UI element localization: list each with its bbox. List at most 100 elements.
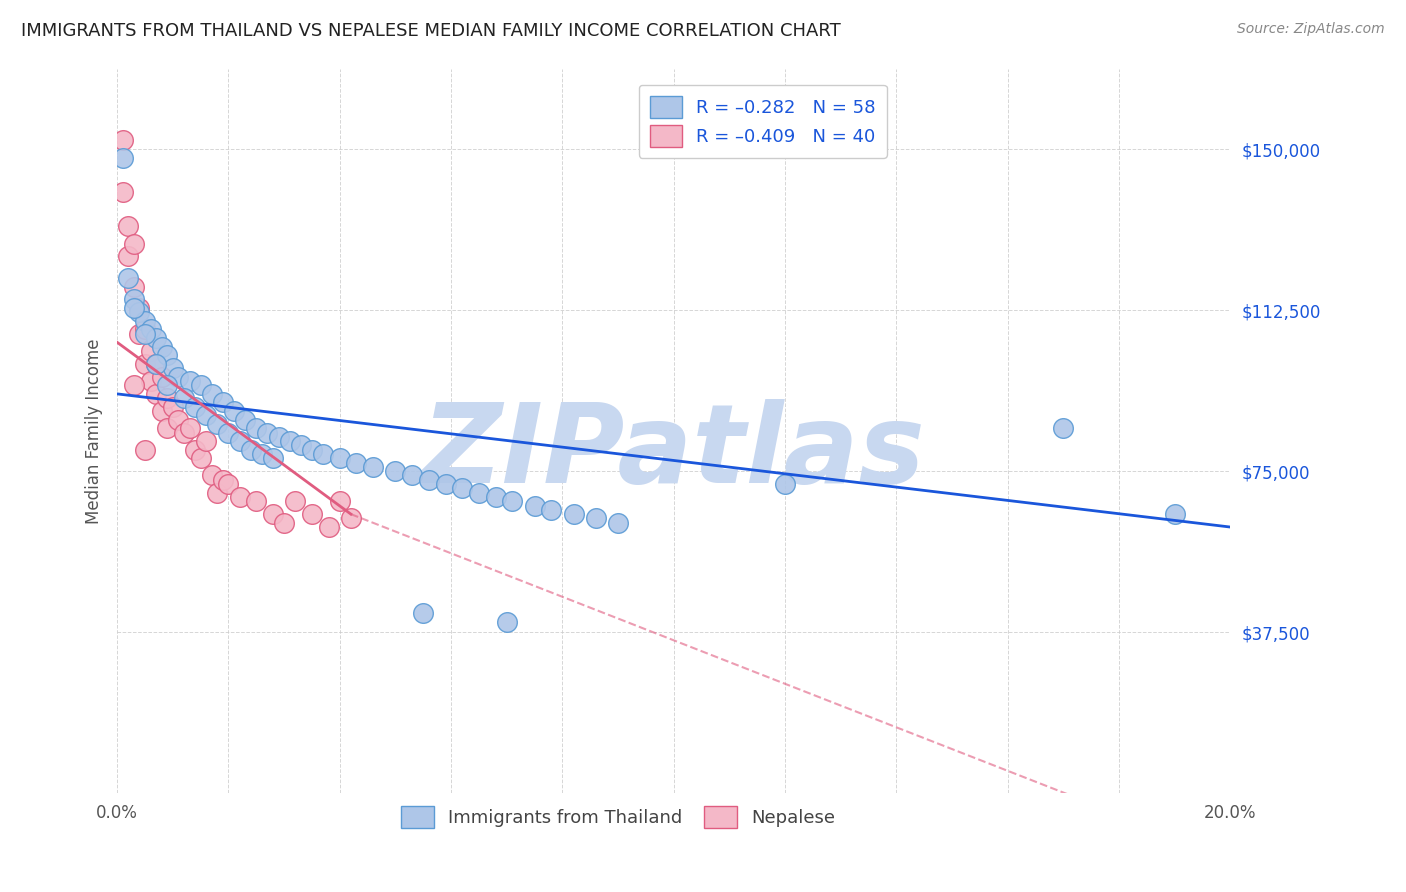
Point [233, 412, 256, 426]
Text: IMMIGRANTS FROM THAILAND VS NEPALESE MEDIAN FAMILY INCOME CORRELATION CHART: IMMIGRANTS FROM THAILAND VS NEPALESE MED… [21, 22, 841, 40]
Point [201, 468, 224, 483]
Point [212, 473, 235, 487]
Point [162, 400, 184, 414]
Point [318, 520, 340, 534]
Point [190, 451, 212, 466]
Point [239, 442, 262, 457]
Point [156, 391, 179, 405]
Point [218, 477, 240, 491]
Point [222, 404, 245, 418]
Point [128, 301, 150, 315]
Point [145, 357, 167, 371]
Point [117, 219, 139, 234]
Point [167, 369, 190, 384]
Point [501, 494, 523, 508]
Point [562, 507, 585, 521]
Point [184, 442, 207, 457]
Y-axis label: Median Family Income: Median Family Income [86, 338, 103, 524]
Point [273, 516, 295, 530]
Point [418, 473, 440, 487]
Point [201, 387, 224, 401]
Point [301, 442, 323, 457]
Point [139, 322, 162, 336]
Point [278, 434, 301, 449]
Text: Source: ZipAtlas.com: Source: ZipAtlas.com [1237, 22, 1385, 37]
Point [122, 301, 145, 315]
Point [162, 361, 184, 376]
Point [607, 516, 630, 530]
Point [346, 456, 368, 470]
Point [128, 326, 150, 341]
Point [250, 447, 273, 461]
Point [384, 464, 406, 478]
Point [134, 357, 156, 371]
Point [329, 494, 352, 508]
Point [262, 507, 284, 521]
Point [145, 357, 167, 371]
Point [195, 409, 218, 423]
Point [122, 279, 145, 293]
Point [134, 314, 156, 328]
Point [207, 417, 229, 431]
Point [111, 151, 134, 165]
Point [1052, 421, 1074, 435]
Point [256, 425, 278, 440]
Point [228, 434, 250, 449]
Point [262, 451, 284, 466]
Point [139, 374, 162, 388]
Point [773, 477, 796, 491]
Point [451, 482, 474, 496]
Point [173, 425, 195, 440]
Point [150, 369, 173, 384]
Point [228, 490, 250, 504]
Point [290, 438, 312, 452]
Point [139, 343, 162, 358]
Point [134, 322, 156, 336]
Point [156, 348, 179, 362]
Point [434, 477, 457, 491]
Point [495, 615, 517, 629]
Point [361, 459, 384, 474]
Point [401, 468, 423, 483]
Point [167, 412, 190, 426]
Point [245, 421, 267, 435]
Legend: Immigrants from Thailand, Nepalese: Immigrants from Thailand, Nepalese [394, 798, 842, 835]
Point [195, 434, 218, 449]
Point [150, 404, 173, 418]
Point [245, 494, 267, 508]
Point [340, 511, 363, 525]
Point [122, 378, 145, 392]
Point [179, 374, 201, 388]
Point [585, 511, 607, 525]
Point [179, 421, 201, 435]
Point [111, 133, 134, 147]
Point [284, 494, 307, 508]
Point [184, 400, 207, 414]
Point [145, 387, 167, 401]
Point [468, 485, 491, 500]
Point [145, 331, 167, 345]
Point [218, 425, 240, 440]
Point [150, 340, 173, 354]
Point [329, 451, 352, 466]
Point [267, 430, 290, 444]
Point [128, 305, 150, 319]
Point [122, 293, 145, 307]
Point [190, 378, 212, 392]
Point [173, 391, 195, 405]
Point [540, 503, 562, 517]
Point [156, 421, 179, 435]
Point [117, 249, 139, 263]
Point [111, 185, 134, 199]
Point [301, 507, 323, 521]
Point [212, 395, 235, 409]
Point [156, 378, 179, 392]
Point [207, 485, 229, 500]
Point [117, 271, 139, 285]
Point [134, 442, 156, 457]
Point [485, 490, 508, 504]
Point [1163, 507, 1185, 521]
Point [312, 447, 335, 461]
Point [134, 326, 156, 341]
Point [523, 499, 546, 513]
